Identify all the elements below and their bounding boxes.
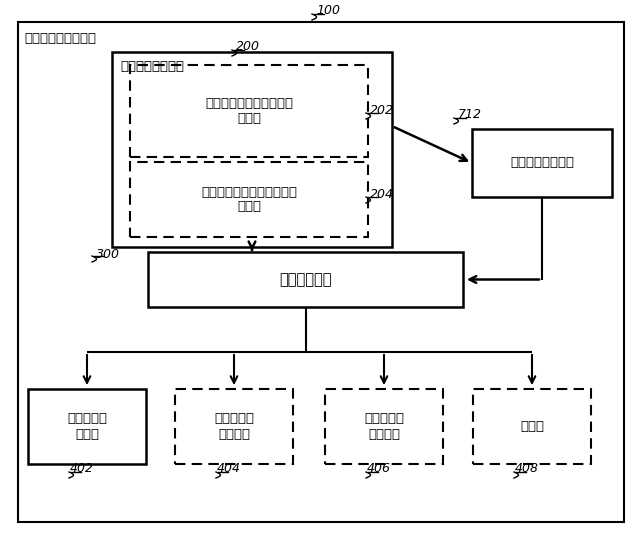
Text: 調整ユニット: 調整ユニット [279, 272, 332, 287]
Bar [28, 389, 146, 464]
Bar [112, 52, 392, 247]
Bar [130, 65, 368, 157]
Text: 204: 204 [370, 188, 394, 200]
Text: 300: 300 [96, 247, 120, 261]
Bar [148, 252, 463, 307]
Text: 200: 200 [236, 40, 260, 54]
Text: サラウンド
仕想化器: サラウンド 仕想化器 [214, 412, 254, 440]
Text: 406: 406 [367, 463, 391, 475]
Text: 100: 100 [316, 4, 340, 18]
Text: 402: 402 [70, 463, 94, 475]
Text: 等化器: 等化器 [520, 420, 544, 433]
Text: 型平滑化ユニット: 型平滑化ユニット [510, 157, 574, 169]
Text: オーディオ分類器: オーディオ分類器 [120, 60, 184, 73]
Text: 404: 404 [217, 463, 241, 475]
Bar [130, 162, 368, 237]
Text: ダイアログ
向上器: ダイアログ 向上器 [67, 412, 107, 440]
Text: ボリューム
平準化器: ボリューム 平準化器 [364, 412, 404, 440]
Text: 712: 712 [458, 109, 482, 121]
Bar [472, 129, 612, 197]
Text: 408: 408 [515, 463, 539, 475]
Bar [473, 389, 591, 464]
Bar [175, 389, 293, 464]
Bar [325, 389, 443, 464]
Text: 202: 202 [370, 104, 394, 116]
Text: オーディオ処理装置: オーディオ処理装置 [24, 32, 96, 45]
Text: オーディオ・コンテンツ
分類器: オーディオ・コンテンツ 分類器 [205, 97, 293, 125]
Text: オーディオ・コンテキスト
分類器: オーディオ・コンテキスト 分類器 [201, 185, 297, 214]
